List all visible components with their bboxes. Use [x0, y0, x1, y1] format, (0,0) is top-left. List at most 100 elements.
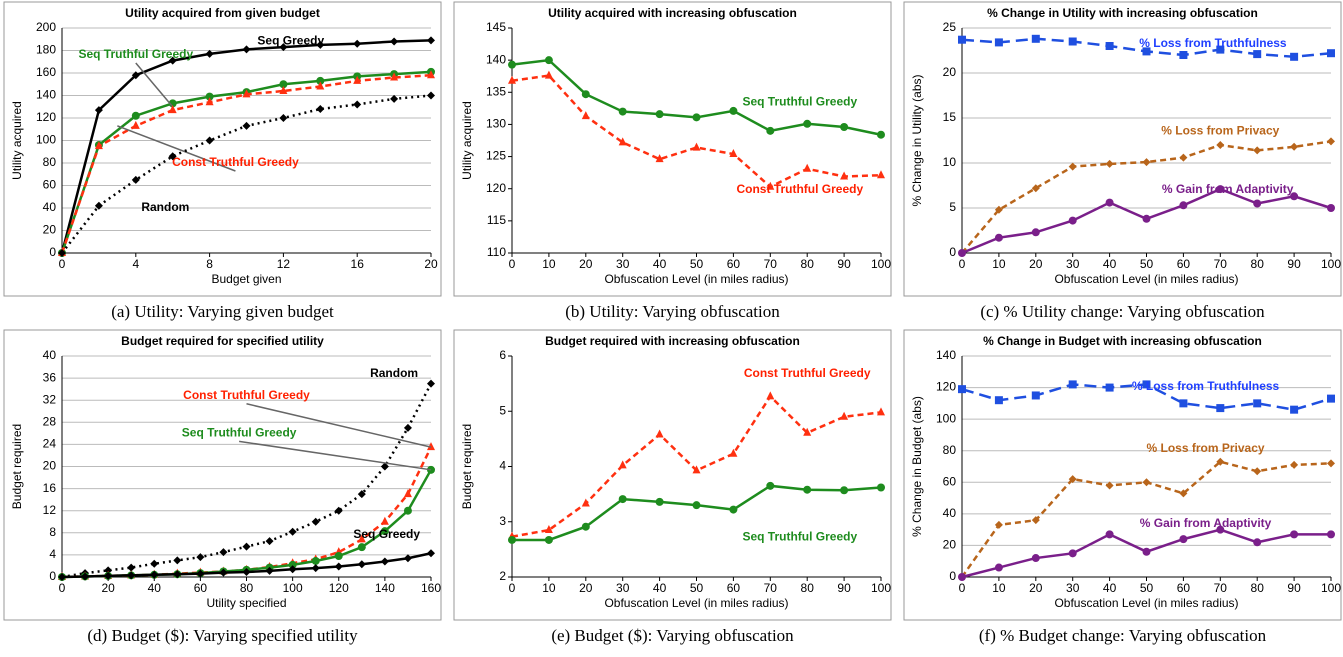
point — [692, 142, 701, 151]
point — [1105, 481, 1114, 490]
y-axis-label: Utility acquired — [10, 101, 24, 180]
y-tick-label: 130 — [486, 117, 506, 131]
point — [390, 72, 399, 81]
point — [958, 573, 966, 581]
x-tick-label: 80 — [801, 581, 815, 595]
x-tick-label: 30 — [1066, 257, 1080, 271]
point — [994, 396, 1003, 405]
chart-title: Budget required with increasing obfuscat… — [545, 334, 800, 348]
point — [618, 495, 627, 504]
point — [1290, 460, 1299, 469]
point — [403, 423, 412, 432]
x-tick-label: 20 — [1029, 257, 1043, 271]
point — [508, 535, 516, 544]
point — [131, 111, 140, 120]
y-tick-label: 110 — [487, 245, 506, 259]
y-axis-label: % Change in Utility (abs) — [910, 74, 924, 206]
x-tick-label: 30 — [616, 257, 630, 271]
y-tick-label: 40 — [943, 506, 957, 520]
x-tick-label: 100 — [1321, 581, 1341, 595]
point — [205, 136, 214, 145]
x-tick-label: 90 — [1287, 581, 1301, 595]
x-tick-label: 60 — [727, 581, 741, 595]
x-tick-label: 50 — [1140, 581, 1154, 595]
panel-frame — [3, 329, 442, 621]
point — [840, 486, 849, 495]
series-label: Const Truthful Greedy — [172, 155, 299, 169]
point — [1290, 405, 1299, 414]
x-tick-label: 10 — [542, 257, 556, 271]
point — [1142, 158, 1151, 167]
point — [1031, 184, 1040, 193]
point — [288, 527, 297, 536]
point — [1142, 478, 1151, 487]
point — [403, 489, 412, 498]
x-tick-label: 20 — [424, 257, 438, 271]
point — [729, 106, 738, 115]
y-tick-label: 36 — [43, 370, 57, 384]
point — [803, 427, 812, 436]
y-tick-label: 5 — [949, 200, 956, 214]
point — [1105, 198, 1114, 207]
x-tick-label: 60 — [1177, 581, 1191, 595]
point — [131, 120, 140, 129]
point — [994, 38, 1003, 47]
y-tick-label: 160 — [36, 65, 56, 79]
y-tick-label: 6 — [499, 348, 506, 362]
label-arrow — [117, 125, 236, 172]
panel-frame — [903, 329, 1342, 621]
point — [288, 565, 297, 574]
point — [1179, 201, 1188, 210]
y-tick-label: 115 — [487, 213, 506, 227]
y-tick-label: 2 — [499, 569, 506, 583]
y-tick-label: 16 — [43, 481, 57, 495]
x-tick-label: 0 — [509, 257, 516, 271]
point — [803, 163, 812, 172]
x-tick-label: 0 — [959, 581, 966, 595]
point — [877, 130, 885, 139]
point — [334, 506, 343, 515]
point — [173, 556, 182, 565]
y-axis-label: % Change in Budget (abs) — [910, 396, 924, 537]
x-tick-label: 80 — [1251, 257, 1265, 271]
y-tick-label: 120 — [36, 110, 56, 124]
series-label: Seq Greedy — [353, 527, 420, 541]
x-tick-label: 50 — [690, 257, 704, 271]
x-tick-label: 80 — [240, 581, 254, 595]
point — [958, 249, 966, 257]
point — [1068, 475, 1077, 484]
x-tick-label: 20 — [101, 581, 115, 595]
chart-title: % Change in Budget with increasing obfus… — [983, 334, 1262, 348]
y-tick-label: 4 — [49, 547, 56, 561]
point — [127, 563, 136, 572]
x-axis-label: Budget given — [211, 272, 281, 286]
series-label: % Loss from Privacy — [1161, 124, 1279, 138]
label-arrow — [135, 62, 174, 108]
x-tick-label: 70 — [764, 581, 778, 595]
series-label: Seq Truthful Greedy — [742, 529, 857, 543]
x-tick-label: 4 — [132, 257, 139, 271]
series-label: Const Truthful Greedy — [744, 366, 871, 380]
point — [618, 460, 627, 469]
point — [729, 149, 738, 157]
point — [94, 201, 103, 210]
point — [840, 411, 849, 420]
point — [618, 137, 627, 146]
point — [316, 76, 325, 85]
point — [618, 107, 627, 116]
x-tick-label: 140 — [375, 581, 395, 595]
point — [877, 483, 885, 492]
point — [311, 564, 320, 573]
x-tick-label: 30 — [1066, 581, 1080, 595]
y-tick-label: 140 — [36, 88, 56, 102]
point — [1253, 50, 1262, 59]
point — [265, 537, 274, 546]
point — [1216, 525, 1225, 534]
point — [1216, 45, 1225, 54]
chart-title: % Change in Utility with increasing obfu… — [987, 6, 1258, 20]
series-line — [511, 74, 882, 189]
y-axis-label: Budget required — [460, 424, 474, 509]
point — [877, 407, 885, 416]
point — [334, 552, 343, 561]
point — [1290, 530, 1299, 539]
